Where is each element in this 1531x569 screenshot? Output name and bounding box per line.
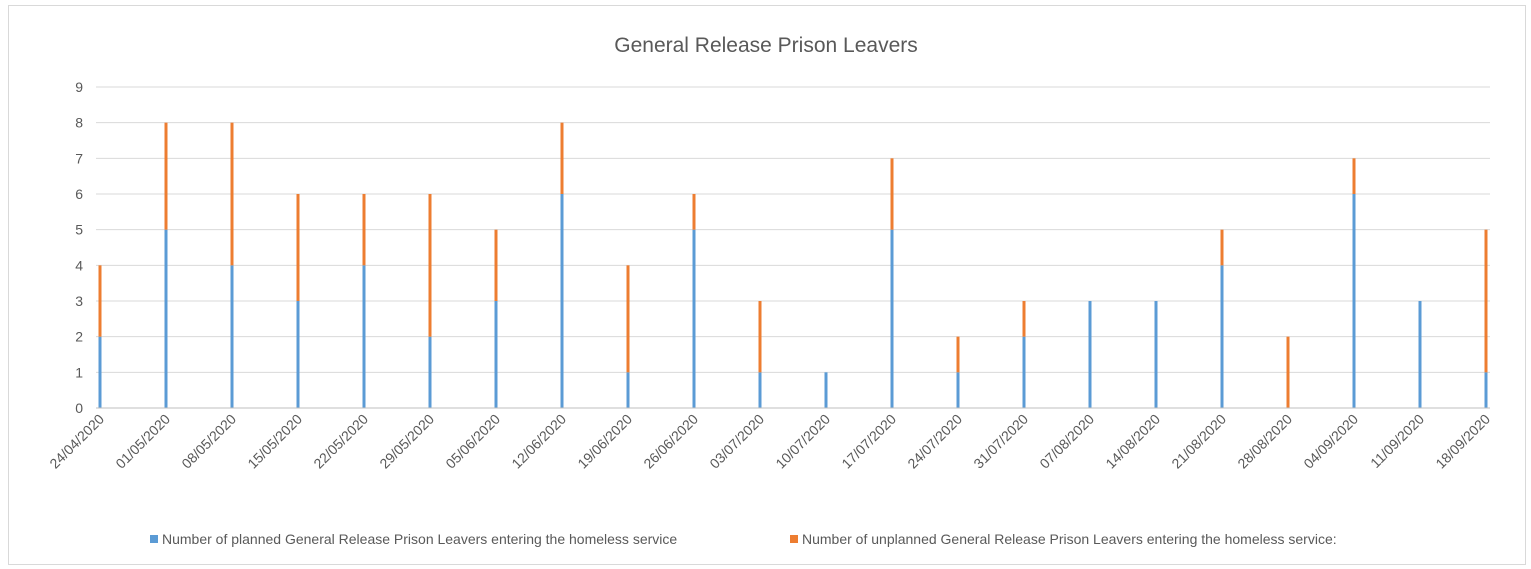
bar-unplanned [890, 158, 894, 230]
x-tick-label: 12/06/2020 [508, 411, 569, 472]
y-tick-label: 7 [75, 150, 83, 166]
x-tick-label: 31/07/2020 [970, 411, 1031, 472]
bar-planned [1484, 372, 1488, 408]
bar-planned [164, 229, 168, 408]
legend-label-planned: Number of planned General Release Prison… [162, 531, 677, 547]
y-tick-label: 9 [75, 79, 83, 95]
bar-unplanned [1022, 301, 1026, 337]
bar-unplanned [560, 122, 564, 194]
bar-unplanned [1352, 158, 1356, 194]
bar-planned [296, 301, 300, 408]
gridlines [96, 86, 1490, 409]
y-tick-label: 6 [75, 186, 83, 202]
bar-unplanned [494, 229, 498, 301]
bar-unplanned [362, 194, 366, 266]
bar-planned [1220, 265, 1224, 408]
x-tick-label: 22/05/2020 [310, 411, 371, 472]
bar-unplanned [428, 194, 432, 337]
x-tick-label: 21/08/2020 [1168, 411, 1229, 472]
bar-planned [560, 194, 564, 408]
bar-unplanned [1484, 229, 1488, 373]
x-tick-label: 26/06/2020 [640, 411, 701, 472]
bar-planned [230, 265, 234, 408]
bar-planned [1154, 301, 1158, 408]
x-tick-label: 17/07/2020 [838, 411, 899, 472]
chart-frame [8, 5, 1526, 565]
legend: Number of planned General Release Prison… [150, 531, 1337, 547]
bar-planned [824, 372, 828, 408]
x-tick-label: 04/09/2020 [1300, 411, 1361, 472]
y-tick-label: 0 [75, 400, 83, 416]
x-tick-label: 15/05/2020 [244, 411, 305, 472]
bar-planned [98, 336, 102, 408]
x-tick-label: 29/05/2020 [376, 411, 437, 472]
bar-unplanned [692, 194, 696, 230]
bar-planned [428, 336, 432, 408]
x-tick-label: 01/05/2020 [112, 411, 173, 472]
legend-swatch-planned [150, 535, 158, 543]
y-tick-label: 5 [75, 222, 83, 238]
bar-unplanned [164, 122, 168, 230]
y-tick-label: 1 [75, 364, 83, 380]
bar-planned [692, 229, 696, 408]
y-tick-label: 4 [75, 257, 83, 273]
bar-planned [890, 229, 894, 408]
bar-unplanned [956, 336, 960, 373]
bar-planned [626, 372, 630, 408]
x-tick-label: 10/07/2020 [772, 411, 833, 472]
x-tick-label: 05/06/2020 [442, 411, 503, 472]
x-tick-label: 18/09/2020 [1432, 411, 1493, 472]
bar-unplanned [230, 122, 234, 266]
x-tick-label: 14/08/2020 [1102, 411, 1163, 472]
x-tick-label: 08/05/2020 [178, 411, 239, 472]
legend-swatch-unplanned [790, 535, 798, 543]
bar-unplanned [1220, 229, 1224, 266]
x-tick-label: 03/07/2020 [706, 411, 767, 472]
bars [98, 122, 1488, 408]
bar-planned [1088, 301, 1092, 408]
legend-label-unplanned: Number of unplanned General Release Pris… [802, 531, 1337, 547]
bar-unplanned [98, 265, 102, 337]
y-axis: 0 1 2 3 4 5 6 7 8 9 [75, 79, 83, 416]
x-tick-label: 07/08/2020 [1036, 411, 1097, 472]
y-tick-label: 3 [75, 293, 83, 309]
bar-unplanned [1286, 336, 1290, 408]
chart-title: General Release Prison Leavers [614, 34, 918, 57]
x-tick-label: 11/09/2020 [1367, 411, 1427, 471]
y-tick-label: 2 [75, 329, 83, 345]
x-tick-label: 19/06/2020 [574, 411, 635, 472]
bar-planned [758, 372, 762, 408]
bar-planned [956, 372, 960, 408]
x-tick-label: 24/04/2020 [46, 411, 107, 472]
bar-planned [362, 265, 366, 408]
bar-planned [1418, 301, 1422, 408]
x-tick-label: 28/08/2020 [1234, 411, 1295, 472]
bar-planned [494, 301, 498, 408]
bar-unplanned [626, 265, 630, 373]
x-tick-label: 24/07/2020 [904, 411, 965, 472]
y-tick-label: 8 [75, 115, 83, 131]
bar-unplanned [296, 194, 300, 301]
x-axis: 24/04/2020 01/05/2020 08/05/2020 15/05/2020… [46, 407, 1493, 472]
bar-unplanned [758, 301, 762, 373]
bar-planned [1022, 336, 1026, 408]
bar-planned [1352, 194, 1356, 408]
